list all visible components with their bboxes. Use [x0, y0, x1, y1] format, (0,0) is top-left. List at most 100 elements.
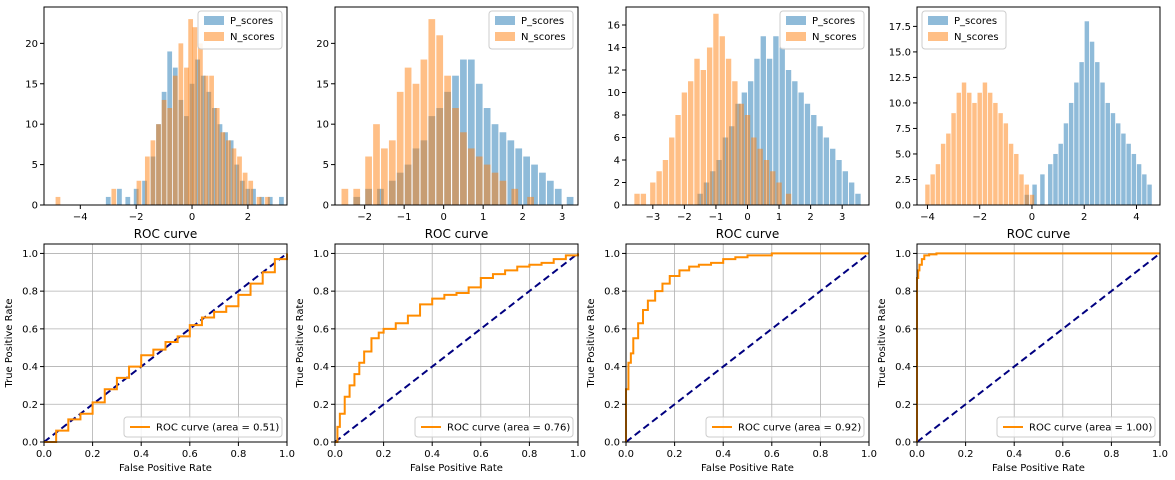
histogram-bar-n-scores	[688, 81, 694, 205]
histogram-bar-n-scores	[511, 188, 519, 205]
x-tick-label: 0.4	[1006, 449, 1022, 460]
histogram-bar-n-scores	[198, 43, 203, 206]
histogram-bar-p-scores	[817, 126, 823, 205]
histogram-bar-n-scores	[150, 140, 156, 205]
histogram-bar-p-scores	[507, 140, 515, 205]
histogram-bar-n-scores	[757, 148, 763, 205]
legend-label: ROC curve (area = 0.51)	[156, 423, 279, 434]
x-tick-label: 0.8	[521, 449, 537, 460]
histogram-bar-n-scores	[744, 115, 751, 205]
y-tick-label: 1.0	[313, 249, 329, 260]
x-tick-label: 3	[839, 212, 845, 223]
x-tick-label: 2	[1081, 212, 1087, 223]
y-tick-label: 0.0	[895, 201, 911, 212]
roc-title: ROC curve	[716, 227, 780, 241]
histogram-bar-p-scores	[105, 196, 111, 205]
x-tick-label: 0.2	[667, 449, 683, 460]
histogram-bar-p-scores	[546, 180, 554, 205]
legend-swatch	[928, 16, 948, 25]
x-tick-label: 0.0	[909, 449, 925, 460]
roc-curve-line	[335, 253, 579, 443]
histogram-bar-n-scores	[640, 193, 647, 205]
y-tick-label: 0.4	[313, 362, 329, 373]
histogram-bar-p-scores	[259, 196, 265, 205]
y-tick-label: 20	[316, 39, 329, 50]
histogram-bar-n-scores	[1014, 153, 1019, 205]
histogram-bar-p-scores	[467, 59, 475, 206]
histogram-bar-n-scores	[161, 99, 167, 205]
histogram-bar-n-scores	[951, 113, 956, 205]
histogram-bar-p-scores	[483, 108, 491, 205]
x-tick-label: 0.8	[812, 449, 828, 460]
histogram-bar-n-scores	[527, 196, 534, 205]
legend-label: N_scores	[230, 32, 275, 43]
y-tick-label: 0.0	[604, 438, 620, 449]
histogram-bar-n-scores	[136, 180, 142, 205]
histogram-bar-p-scores	[117, 188, 122, 205]
y-tick-label: 15	[316, 79, 329, 90]
histogram-bar-p-scores	[1074, 82, 1079, 205]
histogram-bar-n-scores	[412, 83, 420, 205]
y-tick-label: 10	[607, 88, 620, 99]
histogram-bar-n-scores	[993, 102, 998, 205]
histogram-bar-n-scores	[694, 58, 700, 205]
x-tick-label: 1	[480, 212, 486, 223]
y-tick-label: 20	[25, 39, 38, 50]
histogram-bar-p-scores	[245, 188, 251, 205]
histogram-bar-p-scores	[234, 164, 240, 205]
histogram-bar-p-scores	[515, 148, 523, 205]
histogram-bar-p-scores	[735, 103, 741, 205]
histogram-bar-p-scores	[710, 171, 716, 205]
subplot-6: 0.0 0.2 0.4 0.6 0.8 1.0 0.0 0.2 0.4 0.6 0.8 1.0 ROC …	[295, 227, 586, 474]
histogram-bar-n-scores	[111, 188, 117, 205]
histogram-bar-p-scores	[703, 182, 710, 205]
y-tick-label: 2.5	[895, 175, 911, 186]
histogram-bar-p-scores	[798, 92, 804, 205]
y-tick-label: 0.4	[22, 362, 38, 373]
histogram-bar-n-scores	[436, 35, 444, 206]
histogram-bar-p-scores	[212, 108, 217, 205]
histogram-bar-p-scores	[499, 132, 507, 205]
histogram-bar-n-scores	[55, 196, 61, 205]
histogram-bar-p-scores	[475, 83, 483, 205]
histogram-bar-n-scores	[475, 156, 483, 205]
y-tick-label: 2	[614, 178, 620, 189]
histogram-bar-p-scores	[811, 115, 817, 205]
histogram-bar-p-scores	[1084, 21, 1090, 205]
histogram-bar-p-scores	[1105, 102, 1110, 205]
y-tick-label: 8	[614, 111, 620, 122]
legend-box	[414, 416, 574, 438]
histogram-bar-p-scores	[741, 92, 748, 205]
histogram-bar-n-scores	[265, 196, 270, 205]
legend-box	[123, 416, 283, 438]
x-tick-label: 1	[776, 212, 782, 223]
y-tick-label: 12.5	[889, 73, 911, 84]
roc-title: ROC curve	[1007, 227, 1071, 241]
legend-box	[705, 416, 865, 438]
histogram-bar-n-scores	[940, 143, 946, 205]
y-tick-label: 5.0	[895, 149, 911, 160]
histogram-bar-p-scores	[1079, 62, 1084, 205]
histogram-bar-p-scores	[842, 171, 849, 205]
x-tick-label: −2	[129, 212, 144, 223]
histogram-bar-n-scores	[144, 156, 150, 205]
x-tick-label: 1.0	[1152, 449, 1168, 460]
x-axis-label: False Positive Rate	[410, 463, 503, 474]
histogram-bar-n-scores	[404, 67, 412, 205]
x-tick-label: 0.6	[1055, 449, 1071, 460]
legend-label: P_scores	[230, 16, 273, 27]
x-tick-label: 2	[245, 212, 251, 223]
histogram-bar-n-scores	[491, 172, 499, 205]
legend-swatch	[786, 32, 806, 41]
histogram-bar-n-scores	[225, 140, 231, 205]
histogram-bar-n-scores	[776, 182, 782, 205]
subplot-8: 0.0 0.2 0.4 0.6 0.8 1.0 0.0 0.2 0.4 0.6 0.8 1.0 ROC …	[877, 227, 1168, 474]
chance-diagonal-line	[43, 252, 288, 443]
y-tick-label: 4	[614, 156, 620, 167]
histogram-bar-n-scores	[256, 196, 262, 205]
x-tick-label: −2	[677, 212, 692, 223]
histogram-bar-n-scores	[982, 82, 988, 205]
histogram-bar-n-scores	[444, 75, 451, 205]
legend-label: N_scores	[521, 32, 566, 43]
